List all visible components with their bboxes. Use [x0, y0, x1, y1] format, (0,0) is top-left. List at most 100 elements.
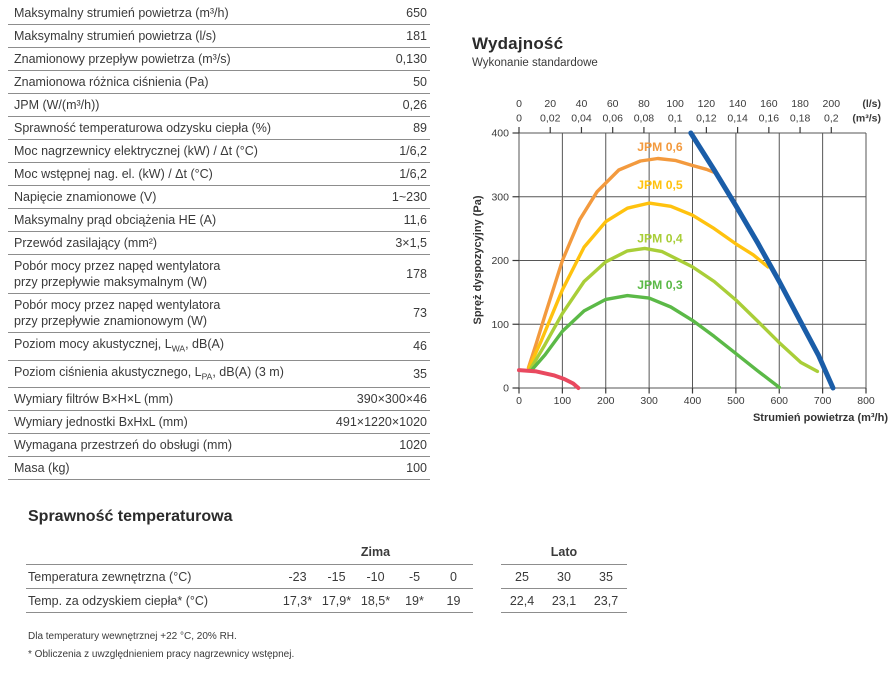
- efficiency-value: 17,3*: [278, 588, 317, 613]
- limit-line-blue: [688, 130, 836, 391]
- efficiency-value: 23,7: [585, 588, 627, 613]
- spec-label: Wymiary jednostki BxHxL (mm): [14, 415, 188, 429]
- efficiency-value: 22,4: [501, 588, 543, 613]
- efficiency-group-header: Lato: [550, 545, 578, 559]
- table-row: Wymagana przestrzeń do obsługi (mm) 1020: [8, 434, 430, 457]
- table-row: Napięcie znamionowe (V) 1~230: [8, 186, 430, 209]
- spec-label: Moc nagrzewnicy elektrycznej (kW) / Δt (…: [14, 144, 258, 158]
- svg-text:0: 0: [516, 113, 522, 125]
- svg-text:0,12: 0,12: [696, 113, 717, 125]
- svg-text:300: 300: [491, 191, 509, 203]
- efficiency-value: 25: [501, 564, 543, 588]
- performance-chart: Wydajność Wykonanie standardowe 0 100 200 3…: [455, 0, 895, 448]
- svg-text:(l/s): (l/s): [862, 98, 881, 110]
- svg-text:0,14: 0,14: [727, 113, 748, 125]
- svg-text:800: 800: [857, 395, 875, 407]
- table-row: Moc nagrzewnicy elektrycznej (kW) / Δt (…: [8, 140, 430, 163]
- spec-label: Maksymalny strumień powietrza (m³/h): [14, 6, 229, 20]
- chart-subtitle: Wykonanie standardowe: [472, 57, 598, 69]
- spec-label: Napięcie znamionowe (V): [14, 190, 157, 204]
- efficiency-value: 23,1: [543, 588, 585, 613]
- svg-text:0: 0: [503, 383, 509, 395]
- efficiency-value: 19: [434, 588, 473, 613]
- table-row: Poziom ciśnienia akustycznego, LPA, dB(A…: [8, 361, 430, 388]
- svg-text:100: 100: [666, 98, 684, 110]
- table-row: Znamionowy przepływ powietrza (m³/s) 0,13…: [8, 48, 430, 71]
- svg-text:80: 80: [638, 98, 650, 110]
- svg-text:140: 140: [729, 98, 747, 110]
- footnote: * Obliczenia z uwzględnieniem pracy nagr…: [28, 648, 295, 660]
- svg-text:100: 100: [554, 395, 572, 407]
- spacer: [473, 542, 501, 564]
- svg-text:700: 700: [814, 395, 832, 407]
- svg-text:0,06: 0,06: [602, 113, 623, 125]
- svg-text:0,02: 0,02: [540, 113, 561, 125]
- table-row: Pobór mocy przez napęd wentylatora przy …: [8, 255, 430, 294]
- svg-text:0,18: 0,18: [790, 113, 811, 125]
- spec-value: 181: [406, 29, 427, 43]
- footnotes: Dla temperatury wewnętrznej +22 °C, 20% …: [28, 628, 294, 663]
- footnote: Dla temperatury wewnętrznej +22 °C, 20% …: [28, 631, 237, 642]
- spec-value: 178: [406, 267, 427, 281]
- spec-value: 100: [406, 461, 427, 475]
- efficiency-value: 19*: [395, 588, 434, 613]
- svg-text:500: 500: [727, 395, 745, 407]
- svg-text:300: 300: [640, 395, 658, 407]
- curve-jpm-0-5-label: JPM 0,5: [637, 178, 683, 192]
- spec-label: Wymagana przestrzeń do obsługi (mm): [14, 438, 233, 452]
- table-row: Maksymalny prąd obciążenia HE (A) 11,6: [8, 209, 430, 232]
- spec-label: Przewód zasilający (mm²): [14, 236, 158, 250]
- spacer: [473, 588, 501, 613]
- series-labels: JPM 0,6 JPM 0,5 JPM 0,4 JPM 0,3: [637, 140, 683, 292]
- efficiency-value: -23: [278, 564, 317, 588]
- spec-table: Maksymalny strumień powietrza (m³/h) 650 M…: [8, 2, 430, 480]
- svg-text:160: 160: [760, 98, 778, 110]
- svg-text:Spręż dyspozycyjny (Pa): Spręż dyspozycyjny (Pa): [472, 195, 484, 324]
- spec-value: 46: [413, 339, 427, 354]
- svg-text:120: 120: [698, 98, 716, 110]
- spec-label: Maksymalny prąd obciążenia HE (A): [14, 213, 217, 227]
- spec-label: Pobór mocy przez napęd wentylatora przy …: [14, 298, 221, 328]
- spec-label: Masa (kg): [14, 461, 70, 475]
- svg-text:0,08: 0,08: [634, 113, 655, 125]
- svg-text:100: 100: [491, 319, 509, 331]
- table-row: Pobór mocy przez napęd wentylatora przy …: [8, 294, 430, 333]
- chart-title: Wydajność: [472, 34, 564, 53]
- spec-value: 0,26: [402, 98, 427, 112]
- spec-value: 0,130: [395, 52, 427, 66]
- efficiency-value: 30: [543, 564, 585, 588]
- grid: [512, 127, 867, 394]
- spec-value: 390×300×46: [356, 392, 427, 406]
- curve-jpm-0-6: [526, 156, 719, 370]
- spec-label: Poziom ciśnienia akustycznego, LPA, dB(A…: [14, 364, 284, 382]
- svg-text:0,2: 0,2: [824, 113, 839, 125]
- svg-text:0,04: 0,04: [571, 113, 592, 125]
- svg-text:(m³/s): (m³/s): [852, 113, 881, 125]
- efficiency-value: 0: [434, 564, 473, 588]
- curve-jpm-0-5: [526, 201, 770, 371]
- spec-value: 73: [413, 306, 427, 320]
- limit-curve-red: [517, 368, 581, 390]
- spec-value: 89: [413, 121, 427, 135]
- table-row: Przewód zasilający (mm²) 3×1,5: [8, 232, 430, 255]
- efficiency-value: 35: [585, 564, 627, 588]
- efficiency-value: -10: [356, 564, 395, 588]
- table-row: Maksymalny strumień powietrza (l/s) 181: [8, 25, 430, 48]
- spec-label: Moc wstępnej nag. el. (kW) / Δt (°C): [14, 167, 213, 181]
- efficiency-heading: Sprawność temperaturowa: [28, 508, 233, 525]
- svg-text:400: 400: [684, 395, 702, 407]
- table-row: Moc wstępnej nag. el. (kW) / Δt (°C) 1/6,…: [8, 163, 430, 186]
- svg-text:0,1: 0,1: [668, 113, 683, 125]
- spec-label: Maksymalny strumień powietrza (l/s): [14, 29, 217, 43]
- svg-text:400: 400: [491, 128, 509, 140]
- svg-text:40: 40: [576, 98, 588, 110]
- table-row: Wymiary jednostki BxHxL (mm) 491×1220×102…: [8, 411, 430, 434]
- efficiency-value: -5: [395, 564, 434, 588]
- curve-jpm-0-6-label: JPM 0,6: [637, 140, 683, 154]
- spacer: [473, 564, 501, 588]
- spec-label: Wymiary filtrów B×H×L (mm): [14, 392, 174, 406]
- svg-text:0: 0: [516, 98, 522, 110]
